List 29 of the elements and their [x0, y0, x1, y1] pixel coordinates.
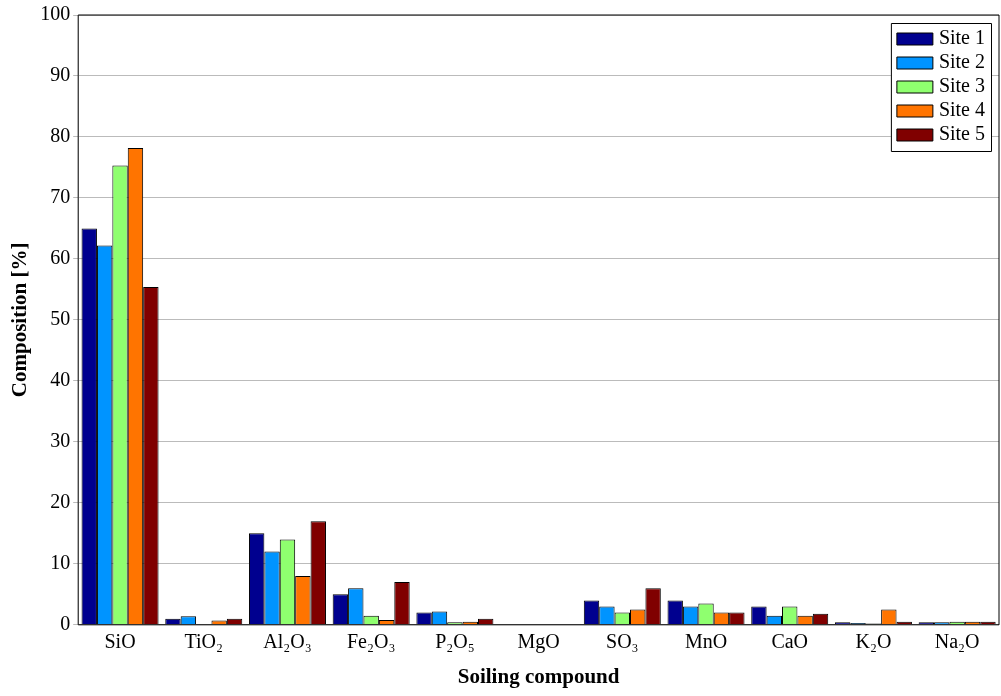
y-tick-label: 100: [40, 2, 71, 25]
x-tick-label: MnO: [684, 630, 728, 653]
x-tick-label: K₂O: [855, 630, 892, 653]
legend-label: Site 1: [938, 26, 986, 49]
y-axis-title: Composition [%]: [7, 242, 32, 398]
x-tick-label: P₂O₅: [435, 630, 475, 653]
x-tick-label: MgO: [517, 630, 560, 654]
x-tick-label: Fe₂O₃: [346, 630, 396, 653]
legend-label: Site 5: [938, 122, 986, 145]
y-tick-label: 40: [50, 368, 71, 391]
y-tick-label: 90: [50, 63, 71, 86]
y-tick-label: 30: [50, 429, 71, 452]
x-tick-label: CaO: [771, 630, 809, 653]
legend-label: Site 3: [938, 74, 986, 97]
x-tick-label: Al₂O₃: [263, 630, 312, 653]
legend-label: Site 4: [938, 98, 986, 121]
legend-label: Site 2: [938, 50, 986, 73]
y-tick-label: 20: [50, 490, 71, 513]
x-tick-label: SiO: [104, 630, 136, 653]
y-tick-label: 50: [50, 307, 71, 330]
y-tick-label: 10: [50, 551, 71, 574]
y-tick-label: 0: [60, 612, 71, 635]
y-tick-label: 60: [50, 246, 71, 269]
x-tick-label: TiO₂: [184, 630, 224, 653]
x-axis-title: Soiling compound: [457, 663, 620, 688]
y-tick-label: 80: [50, 124, 71, 147]
x-tick-label: Na₂O: [934, 630, 980, 653]
x-tick-label: SO₃: [606, 630, 639, 653]
y-tick-label: 70: [50, 185, 71, 208]
